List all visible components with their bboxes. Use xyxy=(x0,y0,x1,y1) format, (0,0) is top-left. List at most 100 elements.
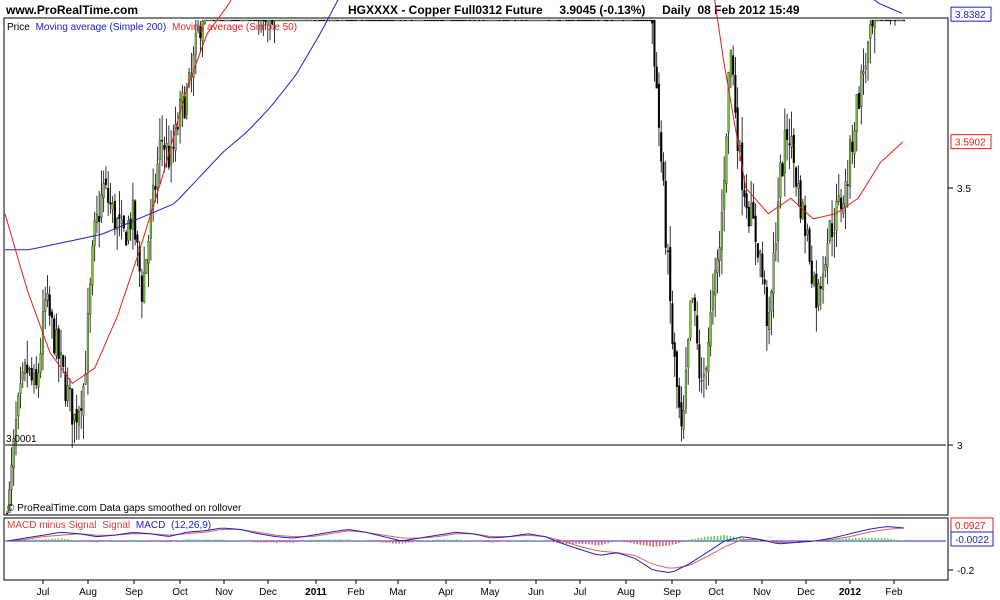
candle xyxy=(678,377,681,419)
candle xyxy=(118,191,121,237)
candle xyxy=(237,19,240,22)
candle xyxy=(514,19,517,22)
candle xyxy=(230,19,233,22)
candle xyxy=(239,19,242,22)
candle xyxy=(98,190,101,248)
candle xyxy=(383,19,386,22)
candle xyxy=(145,258,148,275)
candle xyxy=(127,215,130,245)
candle xyxy=(756,242,759,263)
candle xyxy=(161,115,164,167)
x-tick-label: Feb xyxy=(885,587,903,598)
candle xyxy=(23,358,27,382)
candle xyxy=(266,19,269,43)
candle xyxy=(44,286,47,330)
candle xyxy=(887,19,890,22)
candle xyxy=(228,19,231,22)
candle xyxy=(599,19,602,22)
candle xyxy=(772,232,775,319)
candle xyxy=(891,19,894,22)
site-name[interactable]: www.ProRealTime.com xyxy=(6,3,139,17)
candle xyxy=(385,19,388,22)
candle xyxy=(367,19,370,22)
candle xyxy=(233,19,236,22)
macd-y-tick-label: -0.2 xyxy=(957,566,975,577)
candle xyxy=(158,118,161,186)
candle xyxy=(727,71,730,155)
x-tick-label: May xyxy=(481,587,500,598)
candle xyxy=(53,314,56,356)
candle xyxy=(39,337,42,379)
candle xyxy=(35,356,38,390)
candle xyxy=(630,19,634,22)
candle xyxy=(532,19,535,22)
macd-panel-frame xyxy=(3,517,949,581)
candle xyxy=(259,19,263,33)
candle xyxy=(275,19,278,22)
candle xyxy=(617,19,620,22)
candle xyxy=(401,19,404,22)
candle xyxy=(601,19,604,22)
candle xyxy=(300,19,303,22)
x-tick-label: Oct xyxy=(172,587,188,598)
candle xyxy=(437,19,440,22)
x-tick-label: Aug xyxy=(617,587,635,598)
candle xyxy=(226,19,229,22)
x-tick-label: 2012 xyxy=(839,587,862,598)
candle xyxy=(770,289,773,336)
candle xyxy=(428,19,431,22)
candle xyxy=(628,19,631,22)
candle xyxy=(480,19,483,22)
candle xyxy=(511,19,514,22)
candle xyxy=(621,19,625,22)
candle xyxy=(406,19,409,22)
candle xyxy=(747,201,750,233)
candle xyxy=(729,49,732,89)
candle xyxy=(347,19,350,22)
candle xyxy=(107,171,110,216)
candle xyxy=(590,19,593,22)
candle xyxy=(8,481,11,514)
x-tick-label: Apr xyxy=(438,587,454,598)
candle xyxy=(648,19,652,22)
top-bar: www.ProRealTime.com HGXXXX - Copper Full… xyxy=(0,0,1000,18)
candle xyxy=(552,19,555,22)
candle xyxy=(594,19,598,22)
candle xyxy=(224,19,227,22)
candle xyxy=(102,170,105,213)
level-label: 3.0001 xyxy=(6,434,37,445)
candle xyxy=(826,228,829,285)
candle xyxy=(864,52,867,84)
ma200-line xyxy=(5,0,903,251)
candle xyxy=(156,146,159,204)
candle xyxy=(140,268,143,319)
candle xyxy=(95,195,98,234)
candle xyxy=(831,200,834,257)
candle xyxy=(354,19,357,22)
candle xyxy=(57,325,60,383)
candle xyxy=(651,19,654,45)
candle xyxy=(444,19,447,22)
candle xyxy=(759,249,762,277)
candle xyxy=(561,19,564,22)
footer-note: © ProRealTime.com Data gaps smoothed on … xyxy=(7,503,242,514)
candle xyxy=(255,19,258,22)
candle xyxy=(882,19,885,22)
candle xyxy=(473,19,476,22)
candle xyxy=(489,19,492,22)
candle xyxy=(246,19,249,22)
candle xyxy=(262,19,265,37)
candle xyxy=(403,19,406,22)
candle xyxy=(529,19,532,22)
candle xyxy=(736,87,739,169)
candle xyxy=(498,19,501,22)
candle xyxy=(464,19,467,22)
candle xyxy=(349,19,353,22)
candle xyxy=(889,19,892,25)
candle xyxy=(583,19,586,22)
candle xyxy=(376,19,379,22)
candle xyxy=(235,19,238,22)
candle xyxy=(669,225,672,324)
candle xyxy=(147,235,150,288)
